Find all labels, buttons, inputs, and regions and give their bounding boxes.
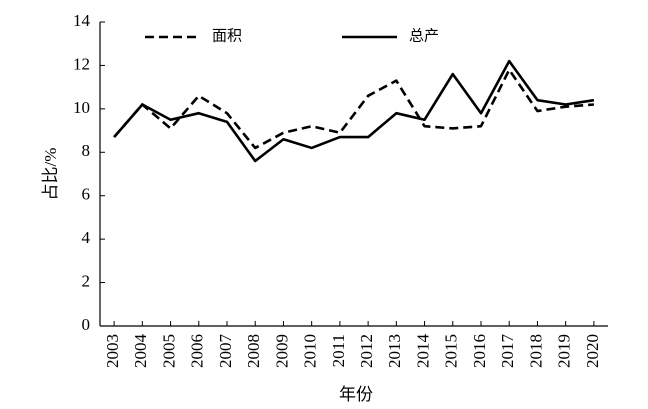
legend-label: 总产 — [409, 27, 439, 44]
y-tick-label: 2 — [82, 271, 91, 290]
x-tick-label: 2011 — [329, 334, 348, 367]
y-axis-label: 占比/% — [41, 148, 60, 201]
y-tick-label: 0 — [82, 315, 91, 334]
x-tick-label: 2005 — [159, 334, 178, 368]
series-line — [113, 68, 594, 150]
x-tick-label: 2007 — [216, 334, 235, 369]
x-tick-label: 2015 — [442, 334, 461, 368]
x-tick-label: 2013 — [385, 334, 404, 368]
x-tick-label: 2008 — [244, 334, 263, 368]
x-tick-label: 2009 — [272, 334, 291, 368]
x-tick-label: 2016 — [470, 334, 489, 368]
x-tick-label: 2004 — [131, 334, 150, 369]
y-tick-label: 4 — [82, 228, 91, 247]
x-tick-label: 2012 — [357, 334, 376, 368]
legend-label: 面积 — [212, 27, 242, 44]
x-tick-label: 2006 — [188, 334, 207, 368]
y-tick-label: 10 — [73, 98, 90, 117]
y-tick-label: 12 — [73, 54, 90, 73]
y-tick-label: 8 — [82, 141, 91, 160]
x-tick-label: 2010 — [301, 334, 320, 368]
x-tick-label: 2019 — [555, 334, 574, 368]
y-tick-label: 14 — [73, 11, 91, 30]
x-tick-label: 2003 — [103, 334, 122, 368]
x-axis-label: 年份 — [339, 385, 373, 404]
x-tick-label: 2020 — [583, 334, 602, 368]
series-line — [113, 59, 595, 163]
x-tick-label: 2014 — [413, 334, 432, 369]
x-tick-label: 2018 — [526, 334, 545, 368]
x-tick-label: 2017 — [498, 334, 517, 369]
y-tick-label: 6 — [82, 185, 91, 204]
